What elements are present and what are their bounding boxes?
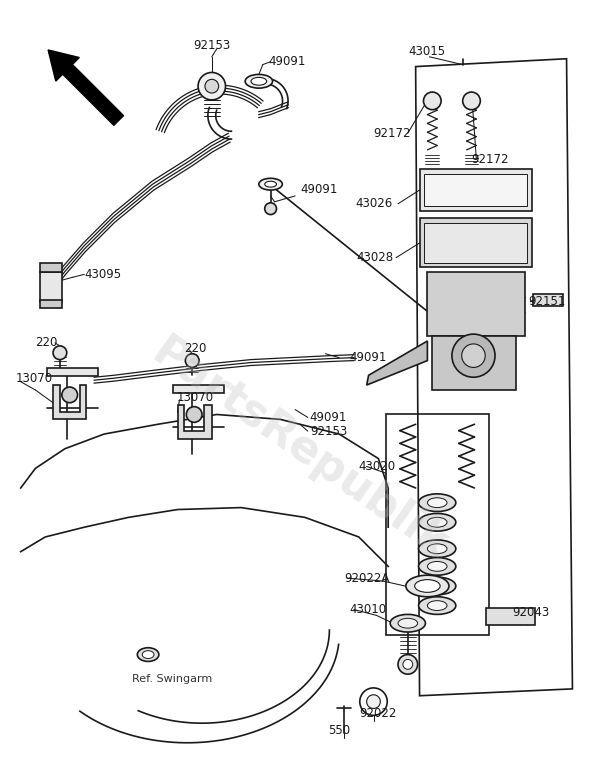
Ellipse shape bbox=[415, 580, 440, 592]
Bar bbox=[486, 608, 535, 626]
Circle shape bbox=[53, 346, 67, 359]
Circle shape bbox=[463, 92, 481, 110]
Ellipse shape bbox=[419, 558, 456, 575]
Text: 43020: 43020 bbox=[359, 460, 396, 473]
Ellipse shape bbox=[419, 540, 456, 558]
Text: 220: 220 bbox=[184, 342, 207, 356]
Ellipse shape bbox=[427, 544, 447, 554]
Bar bbox=[47, 369, 98, 377]
Text: 92153: 92153 bbox=[310, 425, 347, 438]
Polygon shape bbox=[53, 385, 86, 419]
FancyArrow shape bbox=[48, 50, 124, 125]
Text: 13070: 13070 bbox=[16, 372, 53, 384]
Bar bbox=[424, 174, 527, 205]
Text: 43095: 43095 bbox=[85, 268, 122, 281]
Text: 49091: 49091 bbox=[300, 183, 337, 195]
Text: Ref. Swingarm: Ref. Swingarm bbox=[133, 674, 213, 684]
Ellipse shape bbox=[406, 575, 449, 597]
Ellipse shape bbox=[419, 577, 456, 595]
Text: 43028: 43028 bbox=[357, 251, 394, 265]
Text: 92022A: 92022A bbox=[344, 572, 389, 584]
Text: 92151: 92151 bbox=[529, 296, 566, 308]
Bar bbox=[433, 336, 515, 390]
Ellipse shape bbox=[398, 619, 418, 628]
Text: 43010: 43010 bbox=[349, 603, 386, 616]
Circle shape bbox=[367, 695, 380, 709]
Ellipse shape bbox=[390, 615, 425, 632]
Bar bbox=[386, 415, 489, 635]
Circle shape bbox=[185, 354, 199, 367]
Text: 220: 220 bbox=[35, 336, 58, 349]
Text: 92172: 92172 bbox=[472, 153, 509, 166]
Text: 43026: 43026 bbox=[355, 198, 392, 210]
Circle shape bbox=[462, 344, 485, 367]
Text: 92022: 92022 bbox=[360, 707, 397, 720]
Ellipse shape bbox=[427, 581, 447, 591]
Bar bbox=[427, 272, 526, 336]
Ellipse shape bbox=[427, 498, 447, 507]
Bar bbox=[419, 170, 532, 211]
Circle shape bbox=[360, 688, 387, 715]
Bar bbox=[173, 385, 224, 393]
Circle shape bbox=[398, 654, 418, 675]
Ellipse shape bbox=[427, 562, 447, 571]
Ellipse shape bbox=[427, 601, 447, 611]
Ellipse shape bbox=[142, 650, 154, 658]
Bar bbox=[40, 300, 62, 307]
Circle shape bbox=[452, 334, 495, 377]
Circle shape bbox=[187, 407, 202, 422]
Ellipse shape bbox=[427, 517, 447, 527]
Ellipse shape bbox=[265, 181, 277, 187]
Ellipse shape bbox=[245, 75, 272, 88]
Ellipse shape bbox=[251, 77, 266, 86]
Circle shape bbox=[424, 92, 441, 110]
Circle shape bbox=[403, 660, 413, 669]
Circle shape bbox=[265, 203, 277, 215]
Text: 550: 550 bbox=[328, 724, 350, 737]
Ellipse shape bbox=[419, 513, 456, 531]
Bar bbox=[40, 263, 62, 272]
Circle shape bbox=[62, 387, 77, 403]
Ellipse shape bbox=[419, 597, 456, 615]
Polygon shape bbox=[178, 405, 212, 439]
Text: 92153: 92153 bbox=[193, 39, 230, 51]
Text: PartsRepublik: PartsRepublik bbox=[144, 331, 456, 567]
Ellipse shape bbox=[259, 178, 283, 190]
Bar bbox=[424, 223, 527, 263]
Bar bbox=[40, 272, 62, 302]
Circle shape bbox=[198, 72, 226, 100]
Text: 49091: 49091 bbox=[310, 411, 347, 424]
Text: 49091: 49091 bbox=[269, 55, 306, 68]
Polygon shape bbox=[367, 341, 427, 385]
Text: 49091: 49091 bbox=[349, 351, 386, 364]
Bar bbox=[533, 294, 563, 306]
Text: 13070: 13070 bbox=[176, 391, 214, 405]
Text: 92172: 92172 bbox=[374, 127, 411, 140]
Ellipse shape bbox=[419, 494, 456, 511]
Text: 43015: 43015 bbox=[409, 45, 446, 58]
Ellipse shape bbox=[137, 648, 159, 661]
Text: 92043: 92043 bbox=[512, 606, 550, 619]
Bar bbox=[419, 219, 532, 268]
Circle shape bbox=[205, 79, 218, 93]
